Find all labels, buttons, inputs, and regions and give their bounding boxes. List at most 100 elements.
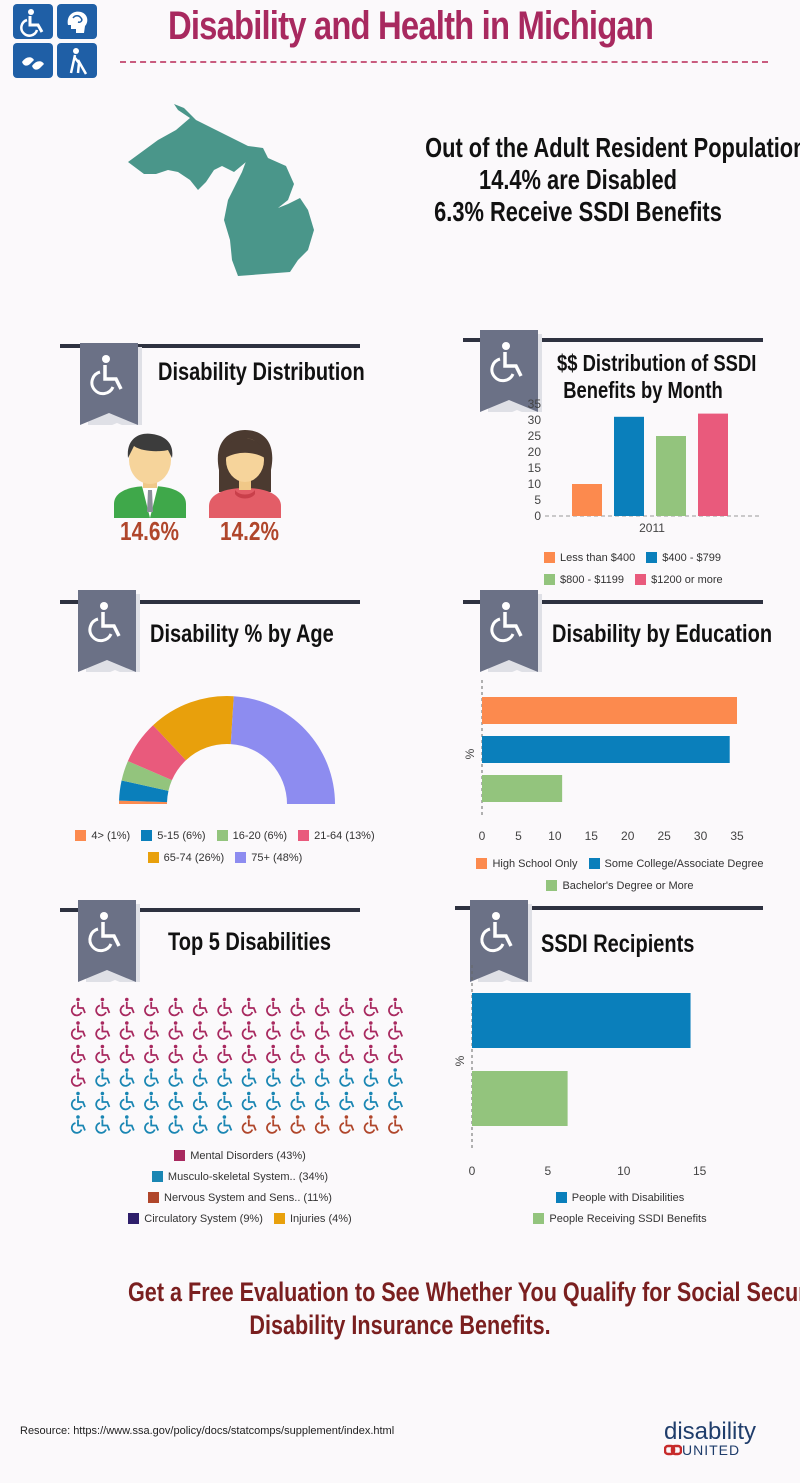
wheelchair-glyph-icon — [388, 1021, 404, 1040]
cta-line-2: Disability Insurance Benefits. — [249, 1310, 551, 1340]
wheelchair-glyph-icon — [95, 1091, 111, 1111]
wheelchair-ribbon-icon — [470, 900, 532, 982]
legend-swatch — [588, 858, 600, 869]
legend-label: Mental Disorders (43%) — [190, 1150, 306, 1162]
sign-language-icon — [13, 43, 53, 78]
slice-1 — [119, 780, 169, 803]
legend-swatch — [476, 858, 488, 869]
bar-0 — [472, 993, 691, 1048]
bar-0 — [572, 484, 602, 516]
legend-label: 65-74 (26%) — [163, 852, 225, 864]
wheelchair-glyph-icon — [95, 1044, 111, 1064]
wheelchair-glyph-icon — [168, 1044, 184, 1064]
wheelchair-ribbon-icon — [78, 590, 140, 672]
x-tick-label: 15 — [585, 829, 599, 843]
distribution-title: Disability Distribution — [158, 358, 365, 386]
wheelchair-glyph-icon — [192, 997, 208, 1017]
legend-item: Some College/Associate Degree — [588, 853, 764, 875]
wheelchair-glyph-icon — [144, 997, 160, 1017]
wheelchair-glyph-icon — [388, 1044, 404, 1064]
bar-1 — [482, 736, 730, 763]
wheelchair-ribbon-icon — [78, 900, 140, 982]
legend-label: $1200 or more — [651, 574, 723, 586]
section-bar — [455, 906, 763, 910]
slice-3 — [127, 725, 186, 781]
legend-label: Bachelor's Degree or More — [562, 880, 694, 892]
male-avatar-icon — [114, 433, 186, 518]
legend-label: 75+ (48%) — [251, 852, 303, 864]
wheelchair-glyph-icon — [95, 1021, 111, 1040]
legend-label: Less than $400 — [560, 552, 636, 564]
male-percentage: 14.6% — [120, 516, 179, 546]
wheelchair-glyph-icon — [388, 1115, 404, 1134]
legend-swatch — [646, 552, 658, 563]
wheelchair-glyph-icon — [217, 1115, 233, 1134]
legend-swatch — [141, 830, 153, 841]
wheelchair-glyph-icon — [95, 997, 111, 1017]
section-bar — [60, 908, 360, 912]
legend-swatch — [174, 1150, 186, 1161]
legend-swatch — [147, 852, 159, 863]
chain-link-icon — [664, 1444, 682, 1456]
wheelchair-glyph-icon — [241, 1068, 257, 1087]
wheelchair-glyph-icon — [241, 1044, 257, 1064]
legend-item: $400 - $799 — [646, 547, 721, 569]
legend-label: People Receiving SSDI Benefits — [549, 1213, 707, 1225]
wheelchair-glyph-icon — [290, 1068, 306, 1087]
wheelchair-glyph-icon — [168, 997, 184, 1017]
wheelchair-glyph-icon — [314, 1068, 330, 1087]
wheelchair-glyph-icon — [70, 997, 86, 1017]
wheelchair-glyph-icon — [339, 1115, 355, 1134]
legend-label: Musculo-skeletal System.. (34%) — [167, 1171, 329, 1183]
section-bar — [60, 600, 360, 604]
wheelchair-glyph-icon — [168, 1115, 184, 1134]
wheelchair-glyph-icon — [314, 1091, 330, 1111]
female-percentage: 14.2% — [220, 516, 279, 546]
legend-label: Circulatory System (9%) — [144, 1213, 263, 1225]
wheelchair-glyph-icon — [314, 997, 330, 1017]
wheelchair-icon — [13, 4, 53, 39]
wheelchair-glyph-icon — [266, 1068, 282, 1087]
bar-2 — [656, 436, 686, 516]
page-title: Disability and Health in Michigan — [168, 4, 654, 48]
stats-line-3: 6.3% Receive SSDI Benefits — [434, 196, 722, 227]
y-tick-label: 30 — [528, 413, 542, 427]
x-tick-label: 0 — [479, 829, 486, 843]
legend-label: 16-20 (6%) — [232, 830, 288, 842]
x-tick-label: 35 — [730, 829, 744, 843]
wheelchair-glyph-icon — [217, 1021, 233, 1040]
legend-item: High School Only — [476, 853, 577, 875]
wheelchair-glyph-icon — [314, 1044, 330, 1064]
wheelchair-glyph-icon — [241, 1021, 257, 1040]
michigan-map-icon — [128, 104, 314, 276]
top5-legend: Mental Disorders (43%) Musculo-skeletal … — [60, 1146, 420, 1230]
wheelchair-glyph-icon — [144, 1091, 160, 1111]
legend-item: 16-20 (6%) — [216, 825, 288, 847]
cta-text[interactable]: Get a Free Evaluation to See Whether You… — [60, 1276, 800, 1342]
section-bar — [463, 600, 763, 604]
legend-label: $400 - $799 — [662, 552, 722, 564]
legend-item: $800 - $1199 — [544, 569, 624, 591]
wheelchair-glyph-icon — [339, 1091, 355, 1111]
y-tick-label: 25 — [528, 429, 542, 443]
wheelchair-glyph-icon — [192, 1115, 208, 1134]
wheelchair-glyph-icon — [363, 997, 379, 1017]
wheelchair-glyph-icon — [266, 1021, 282, 1040]
brand-logo-bottom: UNITED — [682, 1442, 741, 1458]
recipients-title: SSDI Recipients — [541, 930, 695, 958]
wheelchair-glyph-icon — [339, 1021, 355, 1040]
top5-pictograph — [70, 997, 404, 1134]
legend-swatch — [75, 830, 87, 841]
education-title: Disability by Education — [552, 620, 773, 648]
wheelchair-glyph-icon — [290, 1021, 306, 1040]
wheelchair-glyph-icon — [70, 1091, 86, 1111]
wheelchair-glyph-icon — [192, 1068, 208, 1087]
bar-0 — [482, 697, 737, 724]
wheelchair-glyph-icon — [290, 1115, 306, 1134]
recipients-legend: People with Disabilities People Receivin… — [450, 1188, 790, 1230]
legend-swatch — [128, 1213, 140, 1224]
bar-3 — [698, 413, 728, 516]
legend-item: Circulatory System (9%) — [128, 1209, 263, 1230]
wheelchair-glyph-icon — [241, 997, 257, 1017]
y-tick-label: 10 — [528, 477, 542, 491]
